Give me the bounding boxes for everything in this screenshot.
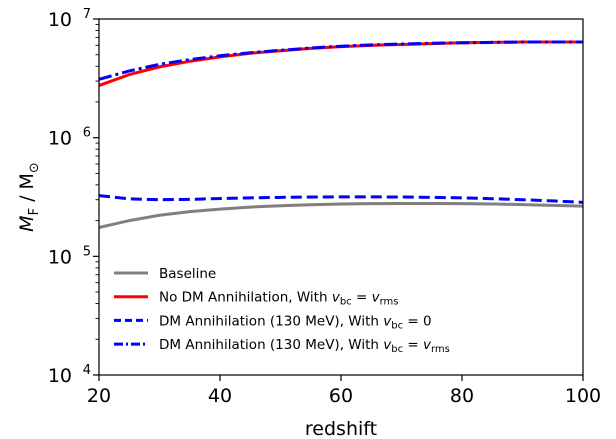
legend-text-part: bc — [340, 297, 352, 308]
legend-text-part: bc — [391, 344, 403, 355]
legend-text-part: Baseline — [159, 266, 216, 282]
legend-text-part: No DM Annihilation, With — [159, 290, 332, 306]
y-axis-label: MF / M⊙ — [16, 162, 42, 232]
y-axis: 10 4 10 5 10 6 10 7 — [48, 7, 99, 387]
y-tick-exponent: 7 — [83, 7, 91, 22]
x-axis-label: redshift — [305, 418, 377, 439]
x-tick-label: 20 — [87, 385, 111, 407]
y-tick-exponent-text: 7 — [83, 7, 91, 22]
y-tick-exponent-text: 6 — [83, 126, 91, 141]
y-label-middle: / M — [16, 173, 38, 208]
legend-text-part: DM Annihilation (130 MeV), With — [159, 337, 383, 353]
y-tick-label: 10 — [48, 365, 72, 387]
legend-text-part: = 0 — [403, 313, 431, 329]
x-tick-label: 40 — [208, 385, 232, 407]
x-tick-label: 60 — [329, 385, 353, 407]
legend-text-part: = — [403, 337, 423, 353]
y-tick-base: 10 — [48, 246, 72, 268]
x-tick-label: 80 — [450, 385, 474, 407]
legend-label-1: Baseline — [159, 266, 216, 282]
legend-text-part: DM Annihilation (130 MeV), With — [159, 313, 383, 329]
y-tick-exponent: 5 — [83, 244, 91, 259]
legend-label-2: No DM Annihilation, With vbc = vrms — [159, 290, 398, 308]
legend-label-3: DM Annihilation (130 MeV), With vbc = 0 — [159, 313, 432, 331]
legend-text-part: bc — [391, 320, 403, 331]
x-axis: 20 40 60 80 100 — [87, 375, 601, 407]
legend-text-part: rms — [431, 344, 450, 355]
x-tick-label: 100 — [565, 385, 601, 407]
y-tick-exponent-text: 5 — [83, 244, 91, 259]
legend-label-4: DM Annihilation (130 MeV), With vbc = vr… — [159, 337, 450, 355]
y-label-symbol-sub: F — [27, 208, 42, 215]
y-tick-label: 10 — [48, 246, 72, 268]
y-tick-label: 10 — [48, 128, 72, 150]
y-label-symbol: M — [16, 215, 38, 231]
y-tick-exponent-text: 4 — [83, 363, 91, 378]
y-tick-base: 10 — [48, 9, 72, 31]
y-tick-exponent: 4 — [83, 363, 91, 378]
y-tick-base: 10 — [48, 365, 72, 387]
y-tick-base: 10 — [48, 128, 72, 150]
y-tick-label: 10 — [48, 9, 72, 31]
y-label-sun-sub: ⊙ — [27, 162, 42, 173]
legend-text-part: rms — [380, 297, 399, 308]
y-tick-exponent: 6 — [83, 126, 91, 141]
legend-text-part: = — [352, 290, 372, 306]
